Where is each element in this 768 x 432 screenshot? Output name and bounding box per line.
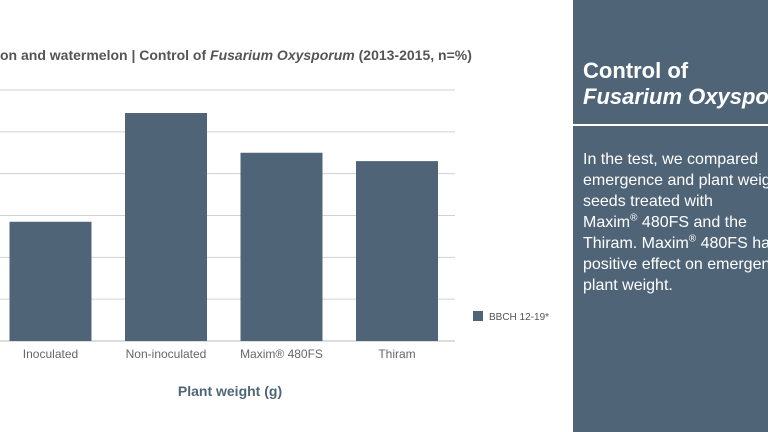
bar bbox=[240, 152, 323, 341]
side-panel: Control of Fusarium Oxysporum In the tes… bbox=[573, 0, 768, 432]
panel-divider bbox=[573, 124, 768, 126]
chart-title-suffix: (2013-2015, n=%) bbox=[354, 47, 472, 63]
x-tick-label: Maxim® 480FS bbox=[240, 347, 323, 361]
panel-text-line: Thiram. Maxim® 480FS had a bbox=[583, 233, 768, 252]
panel-text-line: plant weight. bbox=[583, 277, 673, 294]
panel-text-line: In the test, we compared bbox=[583, 151, 759, 168]
x-tick-label: Thiram bbox=[378, 347, 415, 361]
legend-label: BBCH 12-19* bbox=[489, 312, 549, 323]
chart-title-prefix: on and watermelon | Control of bbox=[0, 47, 211, 63]
x-tick-label: Non-inoculated bbox=[126, 347, 207, 361]
panel-text-line: positive effect on emergence and bbox=[583, 256, 768, 273]
bar-chart: Inoculated Non-inoculated Maxim® 480FS Thir… bbox=[0, 89, 549, 399]
panel-title-line2: Fusarium Oxysporum bbox=[583, 84, 768, 109]
panel-text-line: Maxim® 480FS and the bbox=[583, 212, 747, 231]
x-axis-label: Plant weight (g) bbox=[178, 383, 282, 399]
bar bbox=[9, 221, 92, 341]
x-tick-label: Inoculated bbox=[23, 347, 78, 361]
panel-title-line1: Control of bbox=[583, 58, 689, 83]
panel-text-line: seeds treated with bbox=[583, 193, 713, 210]
chart-title: on and watermelon | Control of Fusarium … bbox=[0, 47, 572, 67]
chart-title-italic: Fusarium Oxysporum bbox=[210, 47, 355, 63]
panel-text-line: emergence and plant weight of bbox=[583, 172, 768, 189]
bar bbox=[125, 113, 207, 341]
legend-swatch bbox=[473, 311, 483, 321]
bar bbox=[356, 161, 438, 341]
panel-title: Control of Fusarium Oxysporum bbox=[583, 58, 768, 110]
panel-description: In the test, we compared emergence and pl… bbox=[583, 149, 768, 296]
